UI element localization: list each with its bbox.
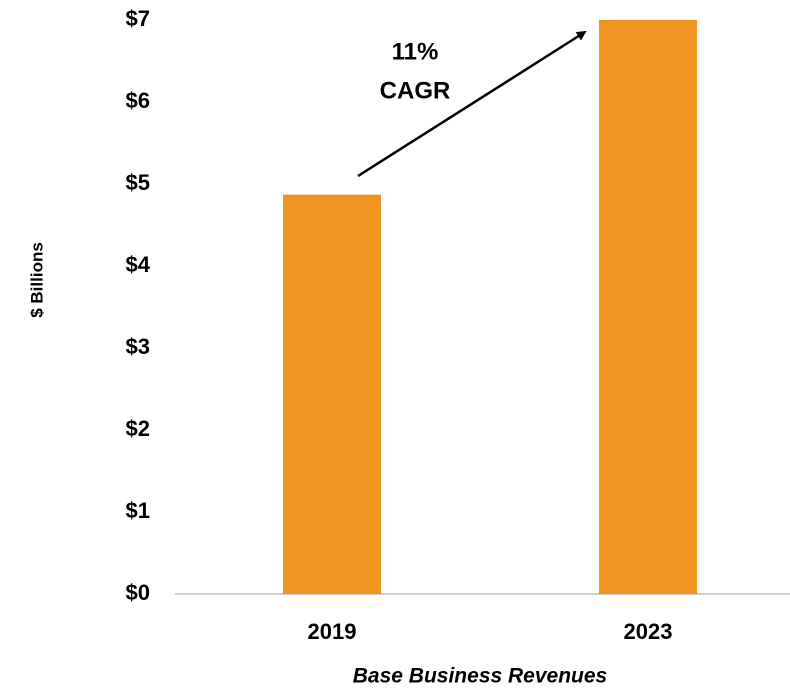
x-tick-label: 2023: [624, 619, 673, 644]
annotation: CAGR: [380, 77, 451, 104]
y-tick-label: $6: [126, 88, 150, 113]
y-tick-label: $5: [126, 170, 150, 195]
x-tick-label: 2019: [308, 619, 357, 644]
y-tick-label: $3: [126, 334, 150, 359]
y-tick-label: $7: [126, 6, 150, 31]
y-axis-label: $ Billions: [27, 242, 46, 318]
bar: [283, 194, 381, 594]
cagr-arrow: [357, 30, 587, 178]
y-tick-label: $4: [126, 252, 151, 277]
x-axis-label: Base Business Revenues: [353, 665, 607, 688]
y-tick-label: $1: [126, 498, 150, 523]
y-tick-label: $0: [126, 580, 150, 605]
annotation: 11%: [392, 38, 439, 65]
bar: [599, 20, 697, 594]
y-tick-label: $2: [126, 416, 150, 441]
